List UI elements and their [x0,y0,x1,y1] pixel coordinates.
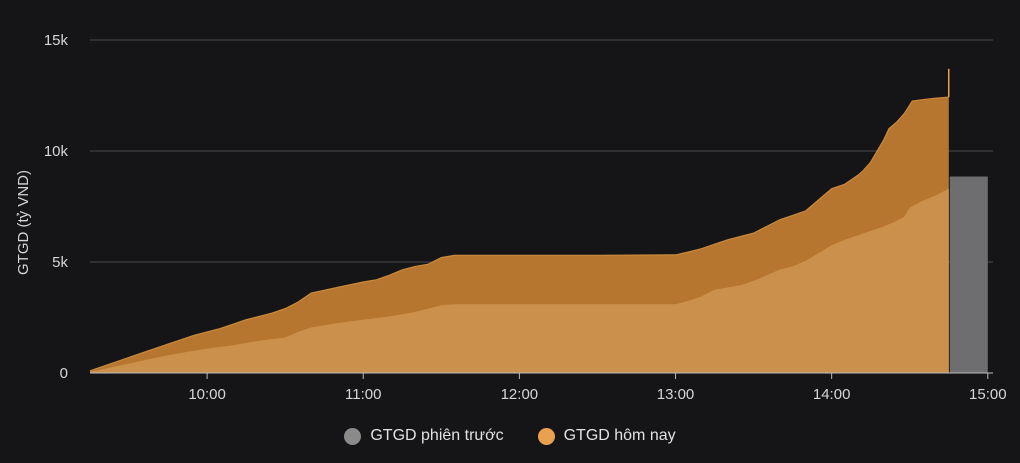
legend-dot-today [537,427,555,445]
legend: GTGD phiên trước GTGD hôm nay [0,427,1020,445]
prev-session-bar [949,176,988,373]
x-tick-label-1: 11:00 [345,386,381,403]
y-tick-label-1: 5k [52,254,68,271]
x-tick-label-2: 12:00 [501,386,539,403]
trading-value-chart: 0 5k 10k 15k GTGD (tỷ VND) 10:00 11:00 12:00 13:… [15,32,1007,403]
y-tick-label-0: 0 [60,365,68,382]
plot-area [89,68,988,373]
area-prev-session [90,188,949,373]
x-tick-label-5: 15:00 [969,386,1007,403]
x-tick-label-3: 13:00 [657,386,695,403]
y-axis-title: GTGD (tỷ VND) [15,170,32,275]
legend-item-prev-session[interactable]: GTGD phiên trước [344,427,504,445]
y-tick-label-2: 10k [44,143,69,160]
legend-item-today[interactable]: GTGD hôm nay [537,427,676,445]
axes: 0 5k 10k 15k GTGD (tỷ VND) 10:00 11:00 12:00 13:… [15,32,1007,403]
y-tick-label-3: 15k [44,32,69,49]
legend-label-today: GTGD hôm nay [563,427,676,444]
x-tick-label-0: 10:00 [188,386,226,403]
legend-dot-prev-session [344,427,362,445]
legend-label-prev-session: GTGD phiên trước [370,427,504,444]
x-tick-label-4: 14:00 [813,386,851,403]
line-today [89,96,949,372]
